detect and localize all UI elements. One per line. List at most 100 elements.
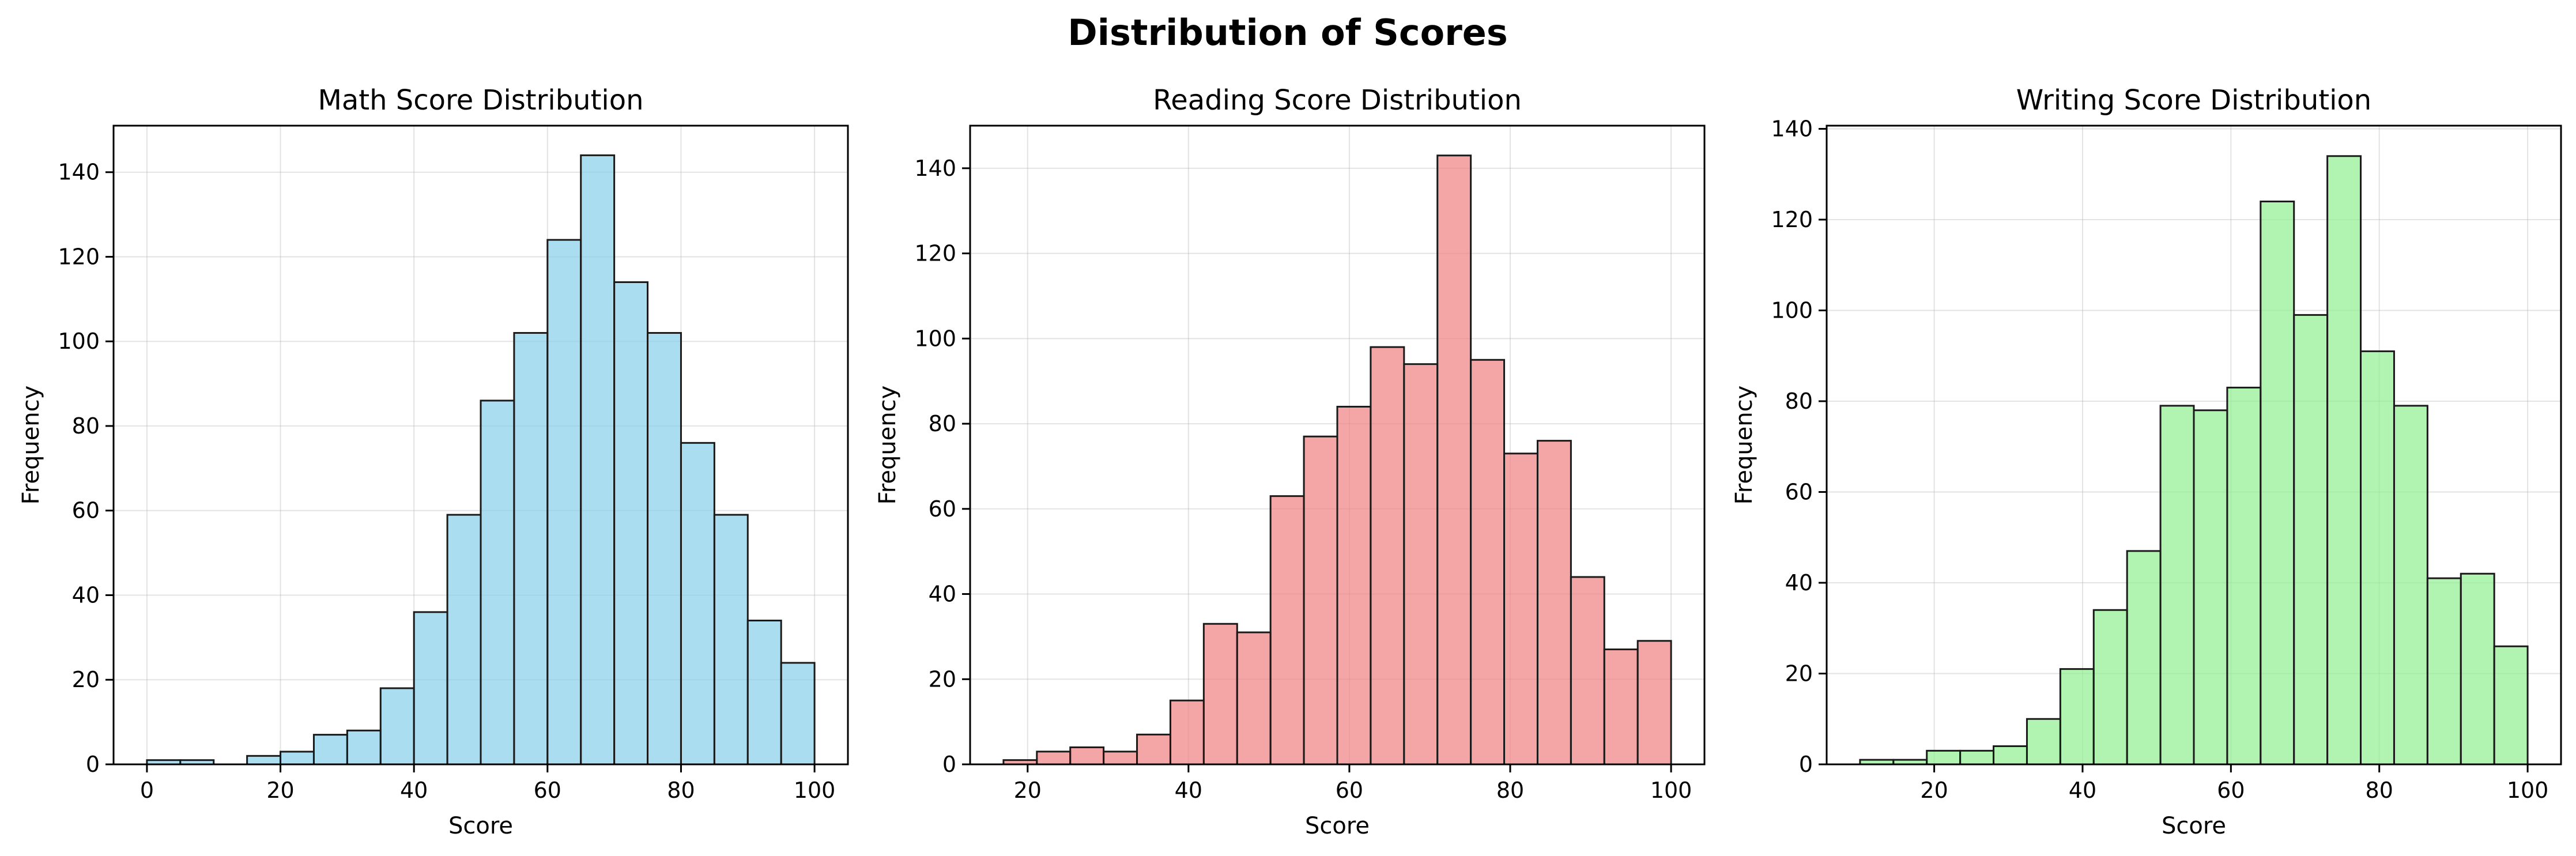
y-tick-label: 40 (1785, 570, 1813, 595)
histogram-bar (2426, 577, 2462, 766)
chart-panel-2: 20 40 60 80 100 0 20 40 60 80 100 120 140 Reading Sco… (874, 84, 1706, 839)
y-tick-label: 0 (1799, 752, 1813, 777)
histogram-bar (1202, 623, 1238, 766)
x-tick-label: 0 (140, 778, 154, 803)
histogram-bar (1103, 751, 1138, 766)
chart-title: Reading Score Distribution (1153, 84, 1522, 116)
y-tick-label: 80 (72, 413, 100, 439)
histogram-bar (1236, 631, 1272, 766)
y-tick-label: 20 (1785, 661, 1813, 687)
x-tick-label: 80 (1496, 778, 1524, 803)
x-tick-label: 20 (1920, 778, 1948, 803)
histogram-bar (1136, 733, 1171, 766)
histogram-bar (713, 514, 749, 766)
x-tick-label: 40 (1175, 778, 1202, 803)
histogram-bar (1069, 746, 1105, 766)
histogram-bar (1169, 699, 1205, 766)
histogram-bar (480, 399, 515, 766)
histogram-bar (413, 611, 448, 766)
histogram-bar (680, 442, 715, 766)
histogram-bar (2493, 645, 2529, 766)
histogram-bar (2159, 405, 2195, 766)
y-tick-label: 0 (86, 752, 100, 777)
x-tick-label: 60 (2217, 778, 2245, 803)
y-tick-label: 40 (929, 582, 956, 607)
histogram-bar (1536, 440, 1572, 766)
axes-frame (112, 125, 849, 766)
histogram-bar (2226, 386, 2262, 766)
y-tick-label: 100 (914, 326, 956, 351)
y-tick-label: 80 (929, 411, 956, 436)
y-tick-label: 60 (1785, 480, 1813, 505)
axes-frame (969, 125, 1706, 766)
histogram-bar (2293, 314, 2329, 766)
histogram-bar (580, 154, 616, 766)
histogram-bar (780, 662, 816, 766)
x-tick-label: 40 (2069, 778, 2096, 803)
x-axis-label: Score (2162, 813, 2226, 839)
x-axis-label: Score (448, 813, 513, 839)
histogram-bar (1436, 154, 1472, 766)
histogram-bar (446, 514, 482, 766)
histogram-bar (1036, 751, 1072, 766)
y-tick-label: 80 (1785, 389, 1813, 414)
histogram-bar (1503, 452, 1538, 766)
y-tick-label: 140 (1771, 116, 1813, 142)
histogram-bar (2460, 572, 2495, 766)
histogram-bar (1269, 495, 1305, 766)
chart-panel-1: 0 20 40 60 80 100 0 20 40 60 80 100 120 140 Math Score… (18, 84, 849, 839)
histogram-bar (280, 751, 315, 766)
histogram-bar (2193, 409, 2228, 766)
x-tick-label: 100 (794, 778, 836, 803)
histogram-bar (1570, 576, 1605, 766)
histogram-bar (1959, 749, 1995, 766)
y-tick-label: 60 (929, 496, 956, 522)
axes-frame (1826, 125, 2562, 766)
histogram-bar (2393, 405, 2428, 766)
y-axis-label: Frequency (18, 386, 44, 505)
histogram-bar (2126, 550, 2162, 766)
histogram-bar (346, 729, 382, 766)
chart-title: Writing Score Distribution (2016, 84, 2371, 116)
y-tick-label: 20 (72, 667, 100, 692)
histogram-bar (379, 687, 415, 766)
x-tick-label: 80 (667, 778, 695, 803)
histogram-bar (2326, 155, 2362, 766)
x-axis-label: Score (1305, 813, 1370, 839)
x-tick-label: 100 (1650, 778, 1692, 803)
histogram-bar (1336, 406, 1372, 766)
y-tick-label: 120 (1771, 207, 1813, 232)
y-tick-label: 120 (914, 241, 956, 266)
y-tick-label: 20 (929, 666, 956, 692)
histogram-bar (513, 332, 549, 766)
x-tick-label: 60 (534, 778, 561, 803)
histogram-bar (2260, 201, 2295, 766)
y-tick-label: 100 (58, 329, 100, 354)
histogram-bar (1403, 363, 1439, 766)
y-tick-label: 140 (58, 160, 100, 185)
x-tick-label: 20 (266, 778, 294, 803)
x-tick-label: 100 (2507, 778, 2549, 803)
y-tick-label: 40 (72, 582, 100, 608)
x-tick-label: 60 (1336, 778, 1363, 803)
histogram-bar (647, 332, 682, 766)
histogram-bar (2026, 718, 2061, 766)
y-tick-label: 0 (942, 752, 956, 777)
histogram-bar (2059, 668, 2095, 766)
y-axis-label: Frequency (874, 386, 901, 505)
histogram-bar (1926, 749, 1962, 766)
histogram-bar (546, 239, 582, 766)
histogram-bar (1370, 346, 1405, 766)
x-tick-label: 80 (2366, 778, 2393, 803)
figure-title: Distribution of Scores (1068, 12, 1508, 54)
histogram-bar (613, 281, 649, 766)
histogram-bar (2092, 609, 2128, 766)
x-tick-label: 20 (1014, 778, 1042, 803)
histogram-bar (1636, 640, 1672, 766)
y-tick-label: 100 (1771, 298, 1813, 323)
histogram-bar (1303, 435, 1338, 766)
histogram-bar (1993, 745, 2028, 766)
histogram-bar (246, 755, 282, 766)
y-tick-label: 120 (58, 244, 100, 269)
